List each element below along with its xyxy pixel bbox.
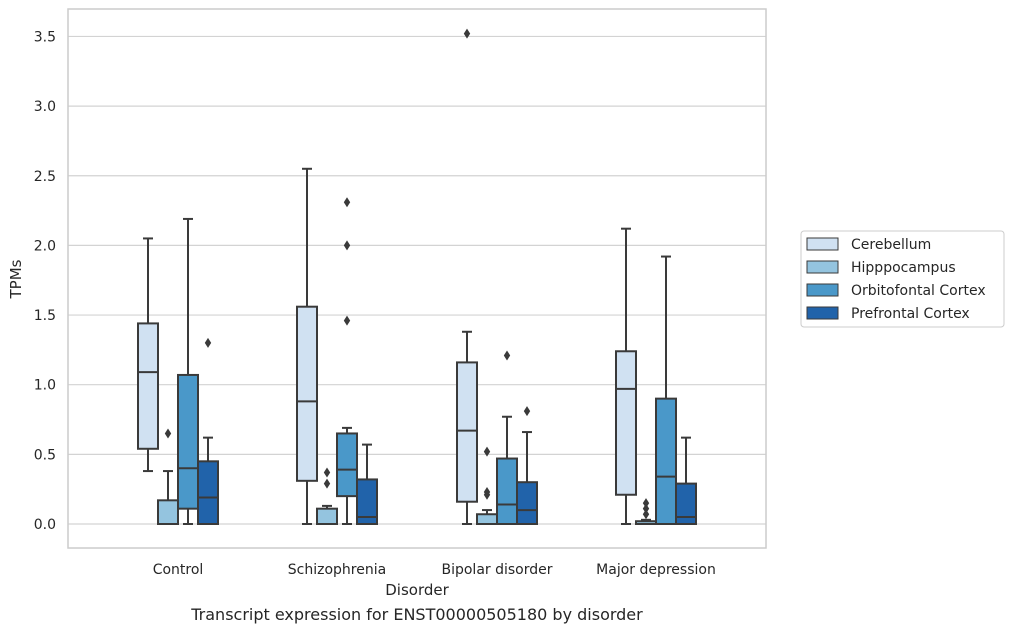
box-orbitofontal-cortex (655, 255, 677, 526)
box-cerebellum (456, 28, 478, 525)
box-iqr (157, 499, 179, 525)
box-hipppocampus (635, 498, 657, 525)
box-iqr (316, 507, 338, 526)
box-iqr (356, 478, 378, 526)
outlier-point (343, 315, 351, 326)
outlier-point (523, 406, 531, 417)
y-tick-label: 0.0 (34, 517, 56, 533)
outlier-point (483, 446, 491, 457)
x-axis-title: Disorder (385, 581, 449, 599)
legend-entry-label: Prefrontal Cortex (851, 306, 970, 322)
outlier-point (483, 486, 491, 497)
legend: Cerebellum Hipppocampus Orbitofontal Corte… (800, 230, 1005, 328)
outlier-point (164, 428, 172, 439)
box-hipppocampus (157, 428, 179, 525)
box-plot-marks (137, 28, 697, 526)
y-axis-title: TPMs (7, 259, 25, 299)
box-cerebellum (615, 227, 637, 525)
y-tick-label: 3.0 (34, 99, 56, 115)
y-tick-label: 1.5 (34, 308, 56, 324)
outlier-point (642, 498, 650, 509)
box-iqr (296, 305, 318, 482)
box-cerebellum (137, 237, 159, 473)
box-prefrontal-cortex (516, 406, 538, 525)
legend-swatch (806, 260, 839, 274)
outlier-point (642, 509, 650, 520)
x-tick-label: Major depression (596, 562, 716, 578)
box-iqr (137, 322, 159, 450)
legend-entry-label: Cerebellum (851, 237, 931, 253)
box-hipppocampus (316, 467, 338, 526)
outlier-point (343, 197, 351, 208)
outlier-point (323, 467, 331, 478)
y-tick-label: 2.0 (34, 238, 56, 254)
legend-entry-label: Orbitofontal Cortex (851, 283, 986, 299)
y-tick-label: 2.5 (34, 169, 56, 185)
box-iqr (655, 397, 677, 526)
legend-frame (800, 230, 1005, 328)
x-tick-label: Bipolar disorder (441, 562, 552, 578)
box-orbitofontal-cortex (177, 217, 199, 525)
box-iqr (197, 460, 219, 526)
box-cerebellum (296, 167, 318, 525)
box-prefrontal-cortex (197, 337, 219, 526)
y-tick-label: 1.0 (34, 378, 56, 394)
y-tick-label: 0.5 (34, 447, 56, 463)
legend-swatch (806, 283, 839, 297)
outlier-point (503, 350, 511, 361)
outlier-point (642, 503, 650, 514)
box-iqr (177, 373, 199, 510)
box-iqr (336, 432, 358, 498)
y-axis-ticks: 0.0 0.5 1.0 1.5 2.0 2.5 3.0 3.5 (34, 29, 56, 533)
box-iqr (476, 513, 498, 526)
outlier-point (463, 28, 471, 39)
legend-swatch (806, 306, 839, 320)
box-iqr (516, 481, 538, 525)
y-tick-label: 3.5 (34, 29, 56, 45)
box-iqr (675, 482, 697, 525)
x-tick-label: Schizophrenia (288, 562, 386, 578)
box-prefrontal-cortex (356, 443, 378, 526)
box-iqr (615, 350, 637, 496)
plot-frame (67, 8, 767, 549)
box-hipppocampus (476, 446, 498, 526)
legend-swatch (806, 237, 839, 251)
box-iqr (496, 457, 518, 525)
box-orbitofontal-cortex (496, 350, 518, 525)
legend-entry-label: Hipppocampus (851, 260, 956, 276)
box-iqr (456, 361, 478, 503)
outlier-point (323, 478, 331, 489)
figure-caption: Transcript expression for ENST0000050518… (191, 605, 643, 624)
outlier-point (204, 337, 212, 348)
box-orbitofontal-cortex (336, 197, 358, 525)
outlier-point (343, 240, 351, 251)
x-axis-ticks: Control Schizophrenia Bipolar disorder Majo… (153, 562, 716, 578)
x-tick-label: Control (153, 562, 204, 578)
box-prefrontal-cortex (675, 436, 697, 525)
